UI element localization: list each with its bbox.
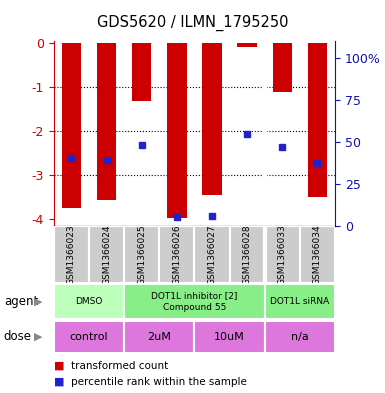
Bar bbox=[54, 284, 124, 319]
Text: GSM1366025: GSM1366025 bbox=[137, 224, 146, 285]
Text: GSM1366028: GSM1366028 bbox=[243, 224, 252, 285]
Text: ▶: ▶ bbox=[34, 297, 43, 307]
Bar bbox=[54, 226, 89, 283]
Bar bbox=[194, 226, 229, 283]
Text: dose: dose bbox=[4, 331, 32, 343]
Text: DOT1L siRNA: DOT1L siRNA bbox=[270, 297, 330, 306]
Text: 2uM: 2uM bbox=[147, 332, 171, 342]
Text: 10uM: 10uM bbox=[214, 332, 245, 342]
Bar bbox=[264, 226, 300, 283]
Bar bbox=[54, 321, 124, 353]
Text: ▶: ▶ bbox=[34, 332, 43, 342]
Bar bbox=[264, 284, 335, 319]
Bar bbox=[132, 44, 151, 101]
Bar bbox=[167, 44, 186, 218]
Text: GSM1366034: GSM1366034 bbox=[313, 224, 322, 285]
Bar bbox=[300, 226, 335, 283]
Bar bbox=[124, 226, 159, 283]
Text: GSM1366033: GSM1366033 bbox=[278, 224, 287, 285]
Text: GSM1366024: GSM1366024 bbox=[102, 224, 111, 285]
Bar bbox=[97, 44, 116, 200]
Text: control: control bbox=[70, 332, 108, 342]
Text: GDS5620 / ILMN_1795250: GDS5620 / ILMN_1795250 bbox=[97, 15, 288, 31]
Text: ■: ■ bbox=[54, 361, 64, 371]
Text: ■: ■ bbox=[54, 377, 64, 387]
Text: agent: agent bbox=[4, 295, 38, 308]
Text: transformed count: transformed count bbox=[71, 361, 169, 371]
Bar bbox=[264, 321, 335, 353]
Text: DOT1L inhibitor [2]
Compound 55: DOT1L inhibitor [2] Compound 55 bbox=[151, 292, 238, 312]
Bar bbox=[62, 44, 81, 208]
Bar bbox=[238, 44, 257, 46]
Bar bbox=[194, 321, 265, 353]
Text: percentile rank within the sample: percentile rank within the sample bbox=[71, 377, 247, 387]
Bar bbox=[273, 44, 292, 92]
Text: GSM1366023: GSM1366023 bbox=[67, 224, 76, 285]
Bar bbox=[89, 226, 124, 283]
Bar bbox=[159, 226, 194, 283]
Text: DMSO: DMSO bbox=[75, 297, 103, 306]
Bar bbox=[203, 44, 222, 195]
Bar bbox=[229, 226, 265, 283]
Bar bbox=[124, 284, 265, 319]
Text: GSM1366027: GSM1366027 bbox=[208, 224, 216, 285]
Bar bbox=[124, 321, 194, 353]
Text: GSM1366026: GSM1366026 bbox=[172, 224, 181, 285]
Bar bbox=[308, 44, 327, 197]
Text: n/a: n/a bbox=[291, 332, 309, 342]
